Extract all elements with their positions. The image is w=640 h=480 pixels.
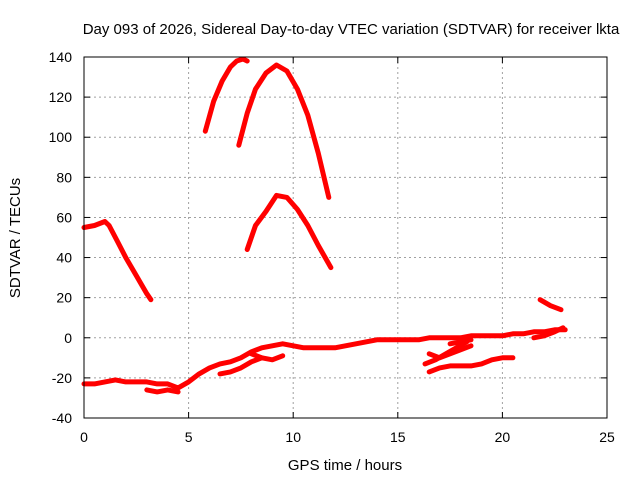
series-line-arc-1	[81, 219, 154, 303]
x-tick-label: 20	[495, 429, 511, 445]
series-line-baseline	[81, 327, 568, 391]
series-line-low-arc-5	[422, 339, 470, 367]
plot-frame	[83, 56, 608, 419]
y-tick-label: -20	[52, 370, 72, 386]
x-tick-label: 10	[285, 429, 301, 445]
y-tick-label: 140	[49, 49, 73, 65]
x-axis-label: GPS time / hours	[288, 457, 402, 474]
y-tick-label: 0	[64, 330, 72, 346]
series-line-low-arc-8	[531, 325, 566, 341]
series-line-arc-2	[202, 56, 250, 134]
grid-layer	[84, 57, 607, 418]
x-tick-label: 0	[80, 429, 88, 445]
x-tick-label: 15	[390, 429, 406, 445]
y-tick-label: 80	[56, 169, 72, 185]
y-tick-label: 120	[49, 89, 73, 105]
tick-layer: 0 5 10 15 20 25 -40 -20 0 20 40 60 80 100 120 140	[49, 49, 615, 445]
chart-title: Day 093 of 2026, Sidereal Day-to-day VTE…	[83, 21, 620, 38]
y-tick-label: 20	[56, 290, 72, 306]
y-tick-label: 100	[49, 129, 73, 145]
series-line-low-arc-1	[144, 387, 181, 395]
series-line-low-arc-7	[447, 337, 474, 347]
series-line-low-arc-3	[248, 351, 286, 363]
y-tick-label: -40	[52, 410, 72, 426]
series-line-arc-5	[537, 297, 564, 313]
series-line-low-arc-6	[426, 355, 516, 375]
series-line-low-arc-2	[217, 355, 265, 377]
series-line-arc-3	[236, 62, 332, 200]
y-tick-label: 60	[56, 209, 72, 225]
series-line-arc-4	[244, 192, 334, 271]
x-tick-label: 25	[599, 429, 615, 445]
y-axis-label: SDTVAR / TECUs	[7, 178, 24, 298]
series-layer	[81, 56, 568, 395]
y-tick-label: 40	[56, 250, 72, 266]
x-tick-label: 5	[185, 429, 193, 445]
